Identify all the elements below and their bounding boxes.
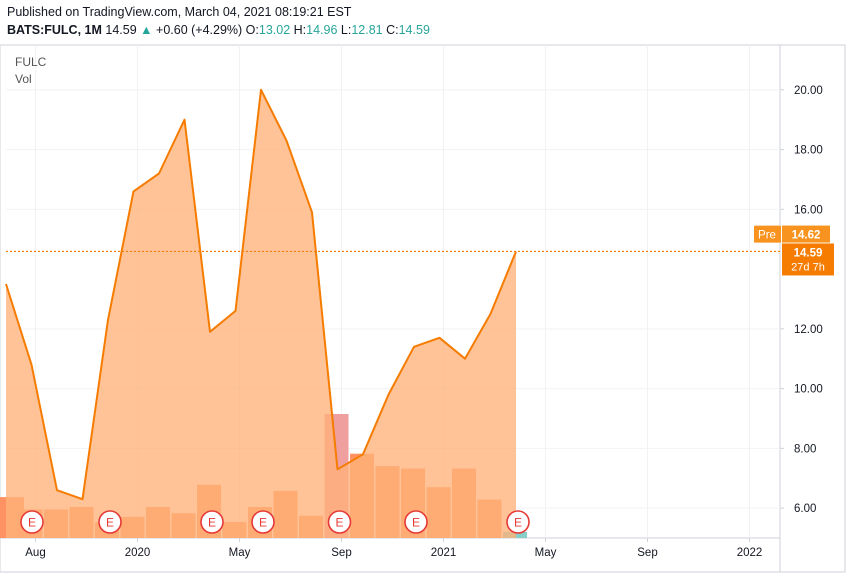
earnings-circle xyxy=(404,510,428,534)
x-tick-label: 2021 xyxy=(431,547,457,559)
pre-value: 14.62 xyxy=(792,230,821,242)
earnings-label: E xyxy=(259,516,267,530)
y-tick-label: 18.00 xyxy=(794,145,823,157)
price-badges: Pre 14.62 14.59 27d 7h xyxy=(754,225,834,276)
last-price: 14.59 xyxy=(105,23,137,37)
x-tick-label: Sep xyxy=(637,547,657,559)
earnings-marker: E xyxy=(200,510,224,534)
y-tick-label: 20.00 xyxy=(794,85,823,97)
earnings-circle xyxy=(506,510,530,534)
earnings-label: E xyxy=(412,516,420,530)
y-tick-label: 10.00 xyxy=(794,384,823,396)
symbol-interval: BATS:FULC, 1M xyxy=(7,23,102,37)
earnings-marker: E xyxy=(251,510,275,534)
pre-label: Pre xyxy=(758,230,776,242)
legend-volume: Vol xyxy=(15,72,32,86)
y-tick-label: 16.00 xyxy=(794,204,823,216)
earnings-label: E xyxy=(208,516,216,530)
high-value: 14.96 xyxy=(306,23,338,37)
close-label: C: xyxy=(386,23,399,37)
last-value: 14.59 xyxy=(794,247,823,259)
high-label: H: xyxy=(293,23,307,37)
legend-symbol: FULC xyxy=(15,55,47,69)
earnings-marker: E xyxy=(327,510,352,534)
chart-frame xyxy=(0,44,846,573)
open-value: 13.02 xyxy=(258,23,291,37)
earnings-marker: E xyxy=(20,510,44,534)
pre-label-box xyxy=(754,225,781,243)
price-change: +0.60 (+4.29%) xyxy=(156,23,243,37)
earnings-circle xyxy=(251,510,275,534)
low-value: 12.81 xyxy=(351,23,383,37)
price-area xyxy=(5,88,780,539)
earnings-marker: E xyxy=(404,510,428,534)
axes: 6.00 8.00 10.00 12.00 16.00 18.00 20.00 Aug 2020… xyxy=(25,85,823,559)
earnings-circle xyxy=(20,510,44,534)
x-tick-label: May xyxy=(229,547,251,559)
x-tick-label: May xyxy=(535,547,557,559)
earnings-circle xyxy=(200,510,224,534)
earnings-label: E xyxy=(335,516,343,530)
earnings-label: E xyxy=(514,516,522,530)
y-tick-label: 8.00 xyxy=(794,443,816,455)
x-tick-label: Aug xyxy=(25,547,45,559)
y-tick-label: 6.00 xyxy=(794,503,816,515)
low-label: L: xyxy=(340,23,352,37)
earnings-circle xyxy=(98,510,122,534)
earnings-label: E xyxy=(106,516,114,530)
earnings-marker: E xyxy=(98,510,122,534)
earnings-marker: E xyxy=(506,510,530,534)
up-arrow-icon: ▲ xyxy=(140,23,153,37)
price-area-fill xyxy=(6,89,516,539)
price-line xyxy=(5,88,517,501)
last-value-box xyxy=(782,243,834,276)
close-value: 14.59 xyxy=(398,23,430,37)
pre-value-box xyxy=(782,225,830,243)
ohlc-header: BATS:FULC, 1M 14.59 ▲ +0.60 (+4.29%) O:1… xyxy=(7,23,430,37)
open-label: O: xyxy=(245,23,259,37)
y-tick-label: 12.00 xyxy=(794,324,823,336)
countdown: 27d 7h xyxy=(791,261,825,273)
pre-market-badge: Pre 14.62 xyxy=(754,225,830,243)
published-note: Published on TradingView.com, March 04, … xyxy=(7,5,352,19)
last-price-badge: 14.59 27d 7h xyxy=(782,243,834,276)
earnings-circle xyxy=(327,510,352,534)
x-tick-label: Sep xyxy=(331,547,351,559)
x-tick-label: 2020 xyxy=(125,547,151,559)
earnings-label: E xyxy=(28,516,36,530)
x-tick-label: 2022 xyxy=(737,547,763,559)
